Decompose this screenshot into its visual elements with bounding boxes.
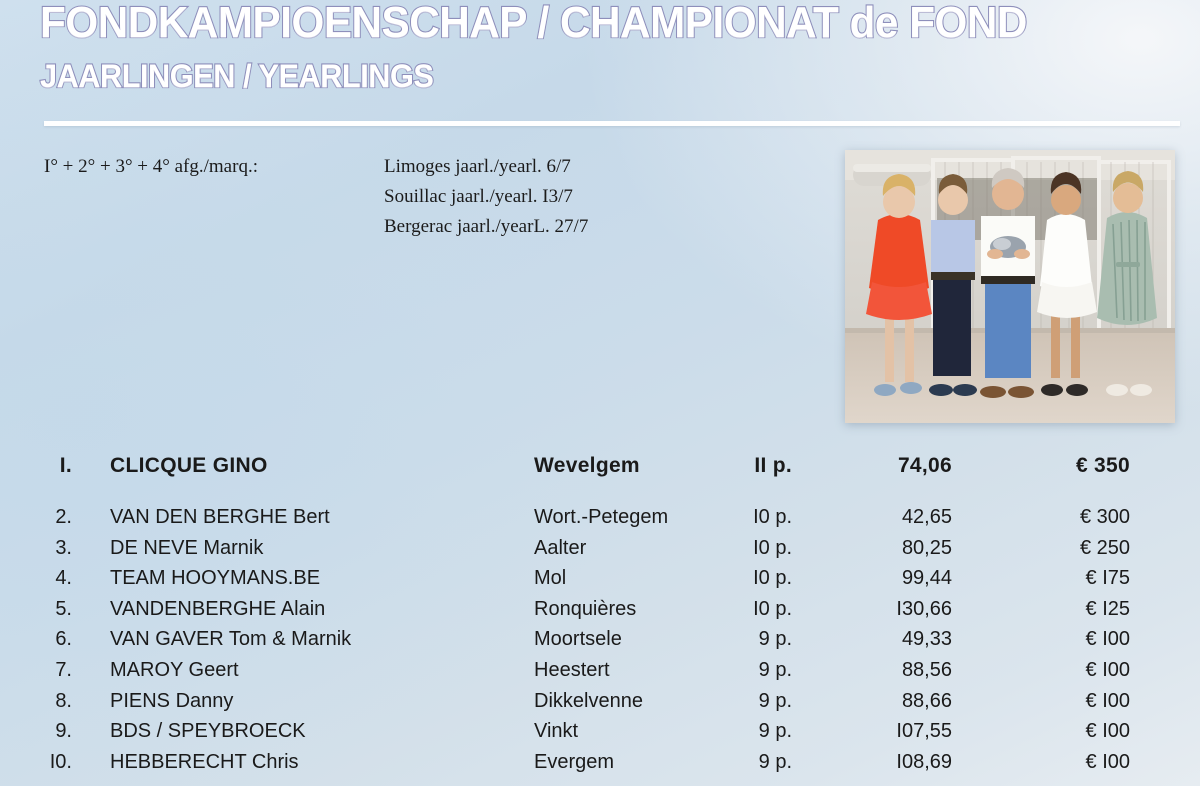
row-coef: 49,33 bbox=[901, 628, 952, 651]
row-prize: € I00 bbox=[1085, 628, 1130, 651]
row-points: 9 p. bbox=[758, 720, 792, 743]
row-coef: 88,66 bbox=[901, 689, 952, 712]
row-coef: 88,56 bbox=[901, 658, 952, 681]
row-club: Evergem bbox=[534, 750, 615, 773]
table-row[interactable]: 9. BDS / SPEYBROECK Vinkt 9 p. I07,55 € … bbox=[0, 712, 1200, 743]
table-row[interactable]: 3. DE NEVE Marnik Aalter I0 p. 80,25 € 2… bbox=[0, 529, 1200, 560]
table-row[interactable]: 6. VAN GAVER Tom & Marnik Moortsele 9 p.… bbox=[0, 620, 1200, 651]
page-title-part-3: FOND bbox=[897, 0, 1028, 48]
page-header: FONDKAMPIOENSCHAP / CHAMPIONAT de FOND J… bbox=[0, 0, 1200, 130]
race-info-label: I° + 2° + 3° + 4° afg./marq.: bbox=[44, 156, 258, 177]
row-club: Aalter bbox=[534, 536, 587, 559]
page-title-part-2: de bbox=[849, 0, 900, 48]
page-title-part-1: FONDKAMPIOENSCHAP / CHAMPIONAT bbox=[39, 0, 850, 48]
row-name: VANDENBERGHE Alain bbox=[110, 597, 326, 620]
row-rank: I0. bbox=[49, 750, 72, 773]
group-photo-illustration bbox=[845, 150, 1175, 423]
row-points: II p. bbox=[754, 454, 792, 477]
row-prize: € 350 bbox=[1075, 454, 1130, 477]
row-name: DE NEVE Marnik bbox=[110, 536, 264, 559]
row-prize: € I25 bbox=[1085, 597, 1130, 620]
winner-photo-image bbox=[845, 150, 1175, 423]
row-coef: 80,25 bbox=[901, 536, 952, 559]
row-coef: I07,55 bbox=[896, 720, 952, 743]
results-table: I. CLICQUE GINO Wevelgem II p. 74,06 € 3… bbox=[0, 444, 1200, 773]
row-rank: I. bbox=[59, 454, 72, 477]
row-name: CLICQUE GINO bbox=[110, 454, 268, 477]
row-name: MAROY Geert bbox=[110, 658, 239, 681]
row-rank: 8. bbox=[55, 689, 72, 712]
row-rank: 3. bbox=[55, 536, 72, 559]
row-coef: 99,44 bbox=[901, 567, 952, 590]
table-row[interactable]: 2. VAN DEN BERGHE Bert Wort.-Petegem I0 … bbox=[0, 498, 1200, 529]
row-rank: 9. bbox=[55, 720, 72, 743]
row-rank: 7. bbox=[55, 658, 72, 681]
person-4 bbox=[1037, 172, 1097, 396]
row-prize: € I00 bbox=[1085, 750, 1130, 773]
row-points: 9 p. bbox=[758, 658, 792, 681]
race-item: Limoges jaarl./yearl. 6/7 bbox=[384, 156, 571, 177]
row-rank: 6. bbox=[55, 628, 72, 651]
row-club: Wevelgem bbox=[534, 454, 640, 477]
row-club: Mol bbox=[534, 567, 567, 590]
race-list: Limoges jaarl./yearl. 6/7 Souillac jaarl… bbox=[384, 152, 588, 242]
row-prize: € 250 bbox=[1079, 536, 1130, 559]
row-points: I0 p. bbox=[753, 536, 792, 559]
table-row[interactable]: 8. PIENS Danny Dikkelvenne 9 p. 88,66 € … bbox=[0, 682, 1200, 713]
row-club: Wort.-Petegem bbox=[534, 506, 669, 528]
row-prize: € I00 bbox=[1085, 689, 1130, 712]
person-2 bbox=[929, 174, 977, 396]
row-points: I0 p. bbox=[753, 567, 792, 590]
row-coef: 74,06 bbox=[897, 454, 952, 477]
person-3 bbox=[980, 168, 1035, 398]
table-row[interactable]: 5. VANDENBERGHE Alain Ronquières I0 p. I… bbox=[0, 590, 1200, 621]
row-points: 9 p. bbox=[758, 628, 792, 651]
page-title: FONDKAMPIOENSCHAP / CHAMPIONAT de FOND bbox=[39, 0, 1029, 48]
row-coef: I30,66 bbox=[896, 597, 952, 620]
row-prize: € I00 bbox=[1085, 720, 1130, 743]
row-prize: € I00 bbox=[1085, 658, 1130, 681]
row-prize: € 300 bbox=[1079, 506, 1130, 528]
row-name: VAN DEN BERGHE Bert bbox=[110, 506, 330, 528]
row-club: Ronquières bbox=[534, 597, 637, 620]
table-row[interactable]: I0. HEBBERECHT Chris Evergem 9 p. I08,69… bbox=[0, 743, 1200, 774]
table-row[interactable]: 7. MAROY Geert Heestert 9 p. 88,56 € I00 bbox=[0, 651, 1200, 682]
race-item: Bergerac jaarl./yearL. 27/7 bbox=[384, 216, 589, 237]
row-points: I0 p. bbox=[753, 506, 792, 528]
row-club: Moortsele bbox=[534, 628, 622, 651]
row-rank: 2. bbox=[55, 506, 72, 528]
page-subtitle: JAARLINGEN / YEARLINGS bbox=[39, 57, 435, 95]
row-name: PIENS Danny bbox=[110, 689, 234, 712]
row-points: 9 p. bbox=[758, 750, 792, 773]
person-1 bbox=[866, 174, 932, 396]
row-name: VAN GAVER Tom & Marnik bbox=[110, 628, 352, 651]
header-divider bbox=[44, 121, 1180, 126]
row-coef: 42,65 bbox=[901, 506, 952, 528]
person-5 bbox=[1097, 171, 1157, 396]
winner-photo bbox=[845, 150, 1175, 423]
row-club: Vinkt bbox=[534, 720, 579, 743]
row-name: BDS / SPEYBROECK bbox=[110, 720, 306, 743]
row-club: Dikkelvenne bbox=[534, 689, 643, 712]
row-points: 9 p. bbox=[758, 689, 792, 712]
row-rank: 4. bbox=[55, 567, 72, 590]
race-item: Souillac jaarl./yearl. I3/7 bbox=[384, 186, 573, 207]
table-row[interactable]: I. CLICQUE GINO Wevelgem II p. 74,06 € 3… bbox=[0, 444, 1200, 498]
row-club: Heestert bbox=[534, 658, 610, 681]
row-name: TEAM HOOYMANS.BE bbox=[110, 567, 321, 590]
row-points: I0 p. bbox=[753, 597, 792, 620]
row-rank: 5. bbox=[55, 597, 72, 620]
row-name: HEBBERECHT Chris bbox=[110, 750, 299, 773]
table-row[interactable]: 4. TEAM HOOYMANS.BE Mol I0 p. 99,44 € I7… bbox=[0, 559, 1200, 590]
row-coef: I08,69 bbox=[896, 750, 952, 773]
row-prize: € I75 bbox=[1085, 567, 1130, 590]
